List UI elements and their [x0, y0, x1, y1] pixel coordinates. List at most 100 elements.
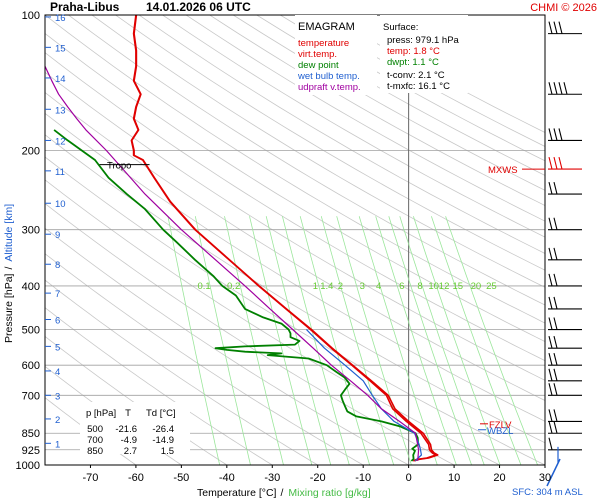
wind-barb-feather	[553, 247, 558, 260]
wind-barb-feather	[553, 421, 558, 434]
legend-title: EMAGRAM	[298, 21, 355, 33]
wind-barb-feather	[553, 317, 558, 330]
mixing-ratio-line	[336, 216, 412, 465]
y-axis-altitude-label: Altitude [km]	[3, 204, 15, 262]
y-axis-title: Pressure [hPa] / Altitude [km]	[3, 204, 15, 343]
wind-barb-feather	[548, 368, 553, 381]
altitude-tick-label: 1	[55, 439, 60, 450]
wind-barb-feather	[548, 317, 553, 330]
series-wet-bulb-temp-line	[305, 329, 422, 462]
wind-barb-feather	[548, 273, 553, 287]
surface-t-mxfc: t-mxfc: 16.1 °C	[387, 81, 450, 92]
wind-barb-feather	[553, 336, 558, 349]
surface-dewpoint: dwpt: 1.1 °C	[387, 57, 439, 68]
altitude-tick-label: 10	[55, 199, 66, 210]
pressure-tick-label: 100	[22, 10, 40, 22]
mixing-ratio-label: 8	[417, 281, 422, 292]
sounding-datetime: 14.01.2026 06 UTC	[146, 0, 251, 14]
mixing-ratio-label: 15	[452, 281, 463, 292]
wind-barb-feather	[553, 409, 558, 422]
pressure-tick-label: 700	[22, 390, 40, 402]
legend-entry-dew-point: dew point	[298, 60, 339, 71]
legend-entry-virt-temp: virt.temp.	[298, 49, 337, 60]
series-dew-pointline	[53, 129, 420, 462]
temperature-tick-label: -60	[128, 472, 144, 484]
x-axis-temp-label: Temperature [°C]	[197, 487, 277, 499]
wind-barb-feather	[548, 421, 553, 434]
dry-adiabat-line	[115, 15, 545, 271]
mixing-ratio-line	[375, 216, 457, 465]
temperature-tick-label: 30	[539, 472, 551, 484]
pressure-tick-label: 850	[22, 428, 40, 440]
wind-barb-feather	[553, 128, 558, 141]
table-header-p: p [hPa]	[86, 408, 116, 419]
mixing-ratio-line	[282, 216, 350, 465]
altitude-tick-label: 9	[55, 230, 60, 241]
svg-text:Temperature [°C]/Mixing ratio: Temperature [°C] / Mixing ratio [g/kg]	[197, 487, 371, 499]
dry-adiabat-line	[162, 15, 545, 238]
mixing-ratio-line	[413, 216, 501, 465]
table-cell: -26.4	[152, 424, 174, 435]
table-cell: 500	[87, 424, 103, 435]
surface-temperature: temp: 1.8 °C	[387, 46, 440, 57]
mixing-ratio-line	[265, 216, 332, 465]
altitude-tick-label: 5	[55, 342, 60, 353]
wbzl-label: WBZL	[487, 426, 513, 437]
table-cell: 700	[87, 435, 103, 446]
mixing-ratio-line	[167, 216, 221, 465]
wind-barbs-layer	[548, 21, 582, 463]
wind-barb-feather	[548, 296, 553, 310]
surface-altitude-marker	[546, 458, 561, 487]
surface-altitude-label: SFC: 304 m ASL	[512, 487, 583, 498]
pressure-tick-label: 400	[22, 281, 40, 293]
altitude-tick-label: 13	[55, 105, 66, 116]
wind-barb-feather	[553, 296, 558, 310]
mixing-ratio-label: 1.4	[320, 281, 333, 292]
altitude-tick-label: 8	[55, 260, 60, 271]
y-axis-separator: /	[3, 267, 15, 270]
table-cell: -4.9	[121, 435, 137, 446]
mixing-ratio-label: 0.2	[227, 281, 240, 292]
wind-barb-feather	[563, 82, 568, 95]
y-axis-pressure-label: Pressure [hPa]	[3, 273, 15, 343]
temperature-tick-label: 0	[406, 472, 412, 484]
pressure-tick-label: 925	[22, 445, 40, 457]
temperature-tick-label: 20	[493, 472, 505, 484]
altitude-tick-label: 11	[55, 167, 65, 178]
temperature-tick-label: -30	[264, 472, 280, 484]
pressure-tick-label: 600	[22, 360, 40, 372]
altitude-tick-label: 6	[55, 316, 60, 327]
x-axis-title: Temperature [°C] / Mixing ratio [g/kg]	[197, 487, 371, 499]
series-udpraft-v-temp-line	[45, 66, 420, 461]
table-cell: 1.5	[161, 446, 174, 457]
level-table: p [hPa] T Td [°C] 500 -21.6 -26.4 700 -4…	[80, 402, 190, 457]
mixing-ratio-label: 3	[360, 281, 365, 292]
table-header-t: T	[125, 408, 131, 419]
wind-barb-feather	[553, 383, 558, 396]
altitude-tick-label: 3	[55, 391, 60, 402]
wind-barb-feather	[548, 353, 553, 366]
legend-background	[295, 15, 377, 95]
wind-barb-feather	[548, 383, 553, 396]
pressure-tick-label: 500	[22, 325, 40, 337]
mixing-ratio-label: 1	[313, 281, 318, 292]
dry-adiabat-line	[45, 112, 545, 422]
x-axis-mix-label: Mixing ratio [g/kg]	[288, 487, 370, 499]
altitude-tick-label: 16	[55, 13, 66, 24]
wind-barb-feather	[558, 156, 563, 170]
temperature-tick-label: -10	[355, 472, 371, 484]
mixing-ratio-line	[399, 216, 485, 465]
wind-barb-feather	[553, 368, 558, 381]
mixing-ratio-label: 25	[486, 281, 497, 292]
wind-barb-feather	[553, 217, 558, 230]
legend: EMAGRAM temperature virt.temp. dew point…	[295, 15, 377, 95]
table-cell: 850	[87, 446, 103, 457]
dry-adiabat-line	[45, 15, 545, 324]
surface-info-background	[380, 15, 468, 93]
wind-barb-feather	[553, 273, 558, 287]
table-cell: -21.6	[115, 424, 137, 435]
wind-barb-feather	[548, 156, 553, 170]
mixing-ratio-label: 12	[439, 281, 450, 292]
legend-entry-updraft: udpraft v.temp.	[298, 82, 361, 93]
